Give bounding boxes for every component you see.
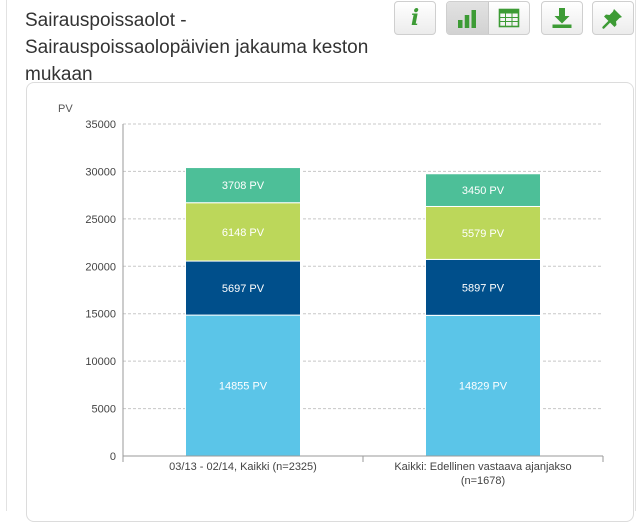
y-tick-label: 15000 [85,309,116,321]
y-tick-label: 35000 [85,119,116,131]
bar-chart-icon [458,10,477,28]
bar-segment[interactable] [185,260,301,316]
info-icon: i [410,5,420,31]
info-button[interactable]: i [394,1,436,35]
bar-segment[interactable] [425,173,541,207]
bar-segment[interactable] [425,314,541,457]
page-title: Sairauspoissaolot - Sairauspoissaolopäiv… [25,10,369,85]
chart-panel: PV 14855 PV 5697 PV 6148 PV 3708 PV 14829 PV… [26,82,634,522]
bar-segment[interactable] [425,258,541,316]
pin-button[interactable] [592,1,634,35]
download-icon [552,8,572,28]
view-toggle [446,1,530,35]
stacked-bar-chart: PV 14855 PV 5697 PV 6148 PV 3708 PV 14829 PV… [58,103,604,487]
y-tick-label: 5000 [92,404,116,416]
bar-segment[interactable] [185,167,301,204]
bar-segment[interactable] [185,202,301,262]
chart-view-button[interactable] [447,2,489,34]
data-label: 14855 PV [219,381,268,393]
bar-segment[interactable] [185,314,301,457]
data-label: 5579 PV [462,228,505,240]
x-tick-label: 03/13 - 02/14, Kaikki (n=2325) [169,461,317,473]
pin-icon [602,9,622,29]
data-label: 5697 PV [222,283,265,295]
data-label: 3708 PV [222,180,265,192]
x-tick-label: (n=1678) [461,475,505,487]
y-tick-label: 30000 [85,166,116,178]
report-card [6,0,636,511]
y-tick-label: 20000 [85,261,116,273]
y-tick-label: 10000 [85,356,116,368]
data-label: 6148 PV [222,227,265,239]
y-axis-label: PV [58,103,73,115]
x-tick-label: Kaikki: Edellinen vastaava ajanjakso [394,461,571,473]
bar-segment[interactable] [425,205,541,260]
table-icon [498,8,520,28]
data-label: 14829 PV [459,381,508,393]
table-view-button[interactable] [489,2,530,34]
y-tick-label: 0 [110,451,116,463]
data-label: 5897 PV [462,282,505,294]
download-button[interactable] [541,1,583,35]
y-tick-label: 25000 [85,214,116,226]
data-label: 3450 PV [462,185,505,197]
